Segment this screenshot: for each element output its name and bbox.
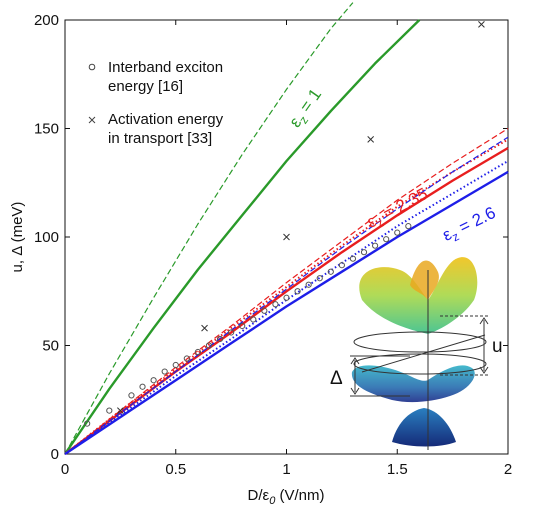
transport-point: [367, 135, 375, 143]
exciton-point: [161, 368, 168, 375]
inset-diagonal-axis: [361, 334, 486, 373]
annotation-value: = 2.6: [452, 203, 499, 239]
exciton-point: [183, 355, 190, 362]
series-line-0: [64, 19, 421, 455]
legend-entry-1-line-2: energy [16]: [108, 78, 183, 95]
inset-u-arrow: [479, 317, 489, 374]
y-tick-label: 0: [51, 446, 59, 463]
exciton-point: [139, 383, 146, 390]
inset-ellipse-upper: [353, 331, 487, 353]
y-tick-label: 50: [42, 338, 59, 355]
x-tick-label: 1.5: [387, 461, 408, 478]
legend-entry-2-line-2: in transport [33]: [108, 130, 212, 147]
exciton-point: [84, 420, 91, 427]
axis-labels: D/ε0 (V/nm) u, Δ (meV): [9, 202, 324, 507]
legend: Interband exciton energy [16] Activation…: [88, 59, 224, 147]
exciton-point: [239, 322, 246, 330]
inset-u-label: u: [492, 336, 503, 357]
band-structure-inset: Δ u: [330, 257, 503, 450]
exciton-point: [250, 316, 257, 323]
exciton-point: [349, 255, 357, 262]
annotation-eps-z-1: εz = 2.35: [364, 184, 433, 234]
transport-markers: [117, 20, 485, 414]
exciton-point: [394, 229, 401, 236]
exciton-point: [316, 275, 323, 282]
inset-lower-band-dip: [392, 408, 456, 447]
series-line-7: [64, 136, 509, 455]
x-axis-label-sub: 0: [269, 495, 276, 507]
x-tick-label: 2: [504, 461, 512, 478]
inset-upper-band: [359, 257, 478, 334]
x-axis-label-unit: (V/nm): [275, 487, 324, 504]
inset-lower-band: [351, 365, 475, 403]
exciton-point: [272, 301, 279, 308]
exciton-point: [372, 242, 379, 249]
y-axis-label: u, Δ (meV): [9, 202, 26, 273]
exciton-point: [305, 281, 312, 288]
series-line-5: [64, 170, 509, 455]
inset-upper-band-peak: [410, 260, 439, 300]
exciton-point: [128, 392, 135, 399]
exciton-markers: [84, 223, 412, 427]
exciton-point: [106, 407, 113, 414]
legend-x-marker: [88, 116, 96, 124]
legend-entry-1-line-1: Interband exciton: [108, 59, 223, 76]
legend-entry-2-line-1: Activation energy: [108, 111, 224, 128]
exciton-point: [360, 249, 368, 256]
annotation-eps-z-0: εz = 1: [285, 85, 327, 132]
transport-point: [283, 233, 290, 241]
exciton-point: [261, 307, 268, 314]
y-tick-label: 150: [34, 121, 59, 138]
exciton-point: [172, 361, 179, 369]
x-tick-label: 0.5: [165, 461, 186, 478]
series-line-4: [64, 127, 509, 455]
annotation-eps-z-2: εz = 2.6: [439, 203, 500, 248]
x-tick-label: 0: [61, 461, 69, 478]
exciton-point: [294, 288, 301, 295]
exciton-point: [327, 268, 334, 275]
exciton-point: [216, 335, 224, 343]
inset-gap-label: Δ: [330, 368, 343, 389]
inset-gap-arrow: [350, 357, 360, 395]
y-tick-label: 200: [34, 12, 59, 29]
exciton-point: [205, 342, 213, 349]
annotation-subscript: z: [450, 229, 462, 244]
transport-point: [117, 407, 124, 414]
legend-circle-marker: [88, 63, 96, 71]
series-lines: [64, 2, 509, 455]
exciton-point: [405, 223, 412, 230]
annotation-subscript: z: [374, 216, 386, 231]
exciton-point: [194, 348, 201, 356]
exciton-point: [150, 377, 157, 384]
transport-point: [201, 324, 208, 332]
x-tick-label: 1: [282, 461, 290, 478]
inset-ellipse-lower: [353, 353, 487, 375]
axis-tick-labels: 0 0.5 1 1.5 2 0 50 100 150 200: [34, 12, 512, 478]
exciton-point: [383, 236, 390, 243]
y-tick-label: 100: [34, 229, 59, 246]
x-axis-label: D/ε0 (V/nm): [248, 487, 325, 507]
x-axis-label-main: D/ε: [248, 487, 270, 504]
transport-point: [478, 20, 485, 28]
exciton-point: [228, 329, 235, 336]
exciton-point: [338, 262, 345, 269]
axis-ticks: [64, 19, 509, 455]
series-line-1: [64, 2, 354, 455]
exciton-point: [283, 294, 290, 301]
annotation-value: = 2.35: [376, 184, 431, 225]
